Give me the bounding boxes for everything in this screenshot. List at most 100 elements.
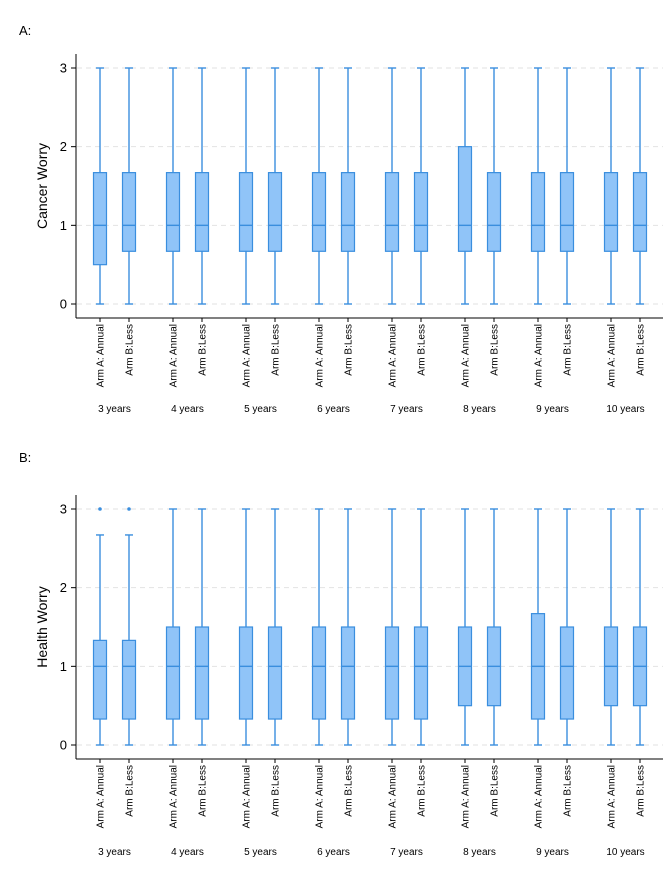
y-tick-label: 2 (60, 580, 67, 595)
panel-label: B: (19, 450, 31, 465)
iqr-box (632, 172, 648, 252)
x-tick-label: Arm B:Less (198, 324, 209, 376)
iqr-box (603, 172, 619, 252)
group-label: 10 years (606, 404, 644, 415)
y-tick-label: 2 (60, 139, 67, 154)
box-4-years-arm-a (165, 67, 181, 305)
box-9-years-arm-a (530, 67, 546, 305)
box-3-years-arm-b (121, 507, 137, 746)
iqr-box (486, 172, 502, 252)
box-7-years-arm-a (384, 508, 400, 746)
x-tick-label: Arm B:Less (271, 324, 282, 376)
box-7-years-arm-a (384, 67, 400, 305)
box-8-years-arm-a (457, 67, 473, 305)
box-10-years-arm-b (632, 67, 648, 305)
iqr-box (457, 146, 473, 252)
iqr-box (194, 172, 210, 252)
x-tick-label: Arm A: Annual (315, 765, 326, 828)
x-tick-label: Arm B:Less (417, 324, 428, 376)
x-tick-label: Arm A: Annual (461, 324, 472, 387)
iqr-box (121, 172, 137, 252)
x-tick-label: Arm A: Annual (461, 765, 472, 828)
box-8-years-arm-b (486, 67, 502, 305)
iqr-box (384, 626, 400, 720)
group-label: 3 years (98, 404, 131, 415)
iqr-box (340, 626, 356, 720)
group-label: 4 years (171, 847, 204, 858)
box-4-years-arm-b (194, 508, 210, 746)
box-10-years-arm-a (603, 508, 619, 746)
box-7-years-arm-b (413, 508, 429, 746)
group-label: 4 years (171, 404, 204, 415)
y-tick-label: 3 (60, 502, 67, 517)
x-tick-label: Arm B:Less (125, 765, 136, 817)
x-tick-label: Arm A: Annual (96, 765, 107, 828)
x-tick-label: Arm A: Annual (169, 765, 180, 828)
x-tick-label: Arm B:Less (417, 765, 428, 817)
iqr-box (413, 626, 429, 720)
group-label: 7 years (390, 847, 423, 858)
iqr-box (238, 172, 254, 252)
box-5-years-arm-b (267, 508, 283, 746)
x-tick-label: Arm B:Less (490, 765, 501, 817)
box-3-years-arm-a (92, 67, 108, 305)
iqr-box (92, 639, 108, 720)
box-5-years-arm-a (238, 508, 254, 746)
iqr-box (559, 172, 575, 252)
x-tick-label: Arm A: Annual (242, 324, 253, 387)
iqr-box (340, 172, 356, 252)
x-tick-label: Arm A: Annual (96, 324, 107, 387)
panel-a: A: Cancer Worry 0 1 2 3 Arm A: Annual Arm B:Les… (19, 23, 663, 415)
box-3-years-arm-a (92, 507, 108, 746)
iqr-box (92, 172, 108, 266)
x-tick-label: Arm B:Less (344, 324, 355, 376)
iqr-box (311, 626, 327, 720)
iqr-box (413, 172, 429, 252)
iqr-box (165, 626, 181, 720)
group-label: 3 years (98, 847, 131, 858)
box-4-years-arm-b (194, 67, 210, 305)
x-tick-label: Arm A: Annual (607, 765, 618, 828)
box-10-years-arm-a (603, 67, 619, 305)
y-tick-label: 3 (60, 61, 67, 76)
box-9-years-arm-b (559, 67, 575, 305)
y-tick-label: 0 (60, 738, 67, 753)
group-label: 7 years (390, 404, 423, 415)
box-6-years-arm-b (340, 67, 356, 305)
box-8-years-arm-b (486, 508, 502, 746)
x-tick-label: Arm B:Less (636, 765, 647, 817)
x-tick-label: Arm A: Annual (534, 765, 545, 828)
x-tick-label: Arm B:Less (344, 765, 355, 817)
iqr-box (238, 626, 254, 720)
group-label: 8 years (463, 404, 496, 415)
group-label: 8 years (463, 847, 496, 858)
x-tick-label: Arm B:Less (125, 324, 136, 376)
group-label: 5 years (244, 404, 277, 415)
x-tick-label: Arm A: Annual (242, 765, 253, 828)
box-7-years-arm-b (413, 67, 429, 305)
y-tick-label: 0 (60, 297, 67, 312)
panel-b: B: Health Worry 0 1 2 3 Arm A: Annual Arm B:Les… (19, 450, 663, 858)
x-tick-label: Arm B:Less (198, 765, 209, 817)
y-tick-label: 1 (60, 659, 67, 674)
box-4-years-arm-a (165, 508, 181, 746)
x-tick-label: Arm A: Annual (169, 324, 180, 387)
iqr-box (559, 626, 575, 720)
group-label: 6 years (317, 404, 350, 415)
x-tick-label: Arm A: Annual (607, 324, 618, 387)
iqr-box (165, 172, 181, 252)
x-tick-label: Arm B:Less (563, 765, 574, 817)
x-tick-label: Arm A: Annual (315, 324, 326, 387)
x-tick-label: Arm B:Less (636, 324, 647, 376)
x-tick-label: Arm A: Annual (534, 324, 545, 387)
outlier-point (127, 507, 131, 511)
y-axis-label: Health Worry (34, 586, 50, 667)
x-tick-label: Arm B:Less (271, 765, 282, 817)
group-label: 6 years (317, 847, 350, 858)
x-tick-label: Arm B:Less (563, 324, 574, 376)
box-5-years-arm-b (267, 67, 283, 305)
x-tick-label: Arm A: Annual (388, 324, 399, 387)
iqr-box (311, 172, 327, 252)
box-6-years-arm-a (311, 508, 327, 746)
